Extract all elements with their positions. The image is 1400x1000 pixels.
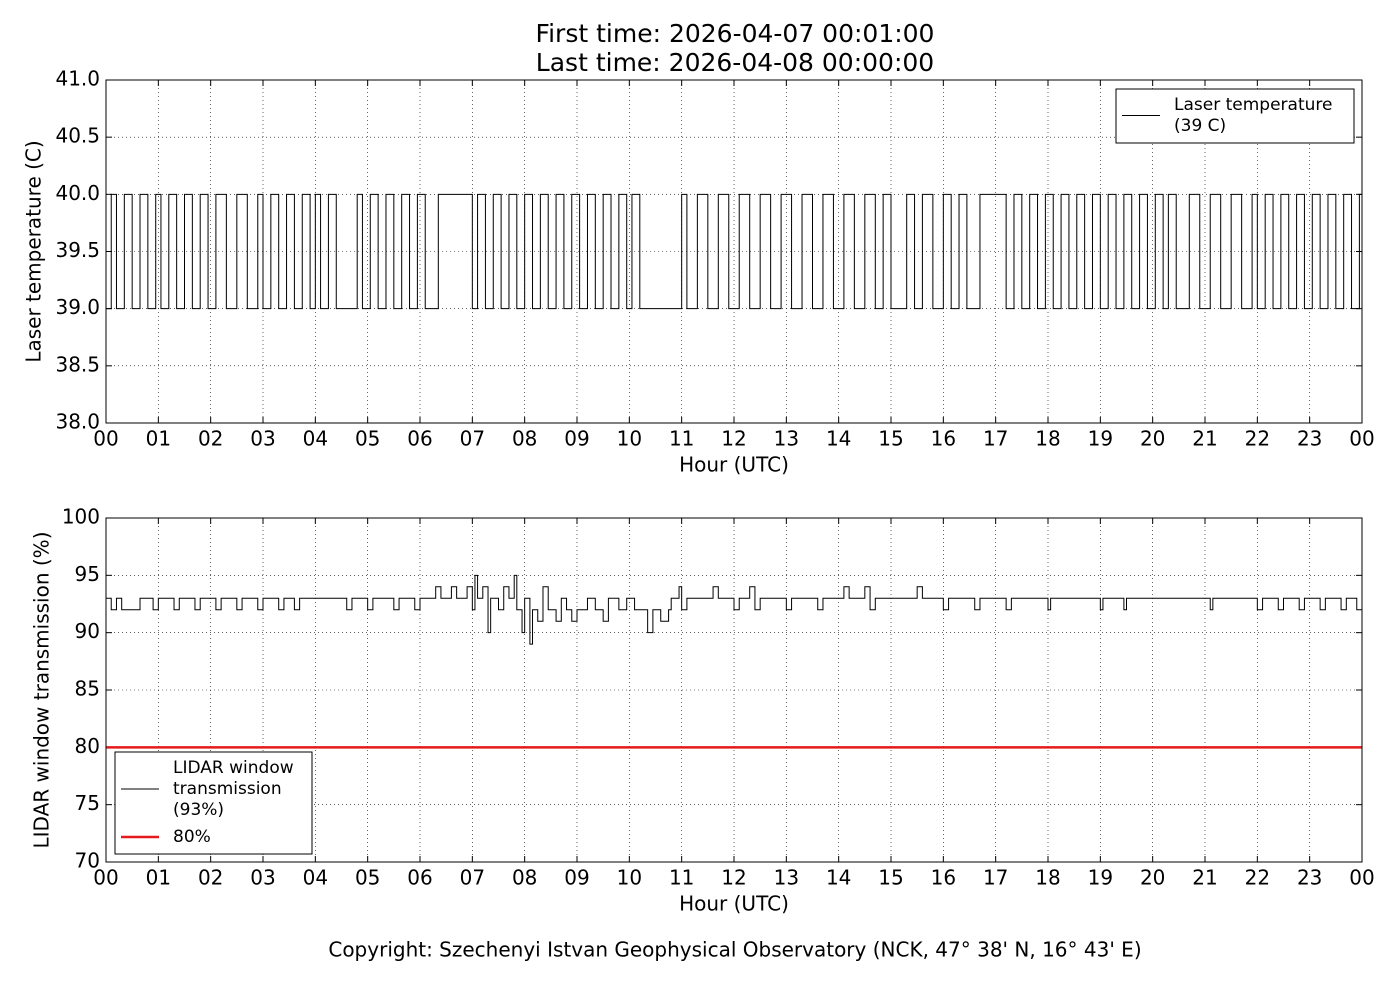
series-line [106,193,1363,310]
x-tick-label: 18 [1035,866,1060,890]
y-tick-label: 100 [62,505,100,529]
plot-frame [105,517,1363,863]
x-tick-label: 00 [1349,866,1374,890]
x-tick-label: 07 [460,427,485,451]
y-tick-label: 40.5 [55,124,100,148]
x-tick-label: 04 [303,427,328,451]
x-tick-label: 06 [407,866,432,890]
x-tick-label: 22 [1245,427,1270,451]
y-tick-label: 70 [75,849,100,873]
x-tick-label: 01 [146,427,171,451]
x-tick-label: 14 [826,427,851,451]
x-tick-label: 10 [617,427,642,451]
x-tick-label: 16 [931,866,956,890]
x-tick-label: 02 [198,427,223,451]
x-tick-label: 08 [512,866,537,890]
x-tick-label: 04 [303,866,328,890]
x-tick-label: 07 [460,866,485,890]
x-tick-label: 17 [983,427,1008,451]
y-tick-label: 39.0 [55,295,100,319]
x-tick-label: 21 [1192,866,1217,890]
x-tick-label: 01 [146,866,171,890]
x-tick-label: 09 [564,866,589,890]
x-tick-label: 18 [1035,427,1060,451]
y-tick-label: 39.5 [55,238,100,262]
x-tick-label: 22 [1245,866,1270,890]
x-tick-label: 14 [826,866,851,890]
x-tick-label: 03 [250,866,275,890]
chart-title: First time: 2026-04-07 00:01:00 [536,19,935,48]
x-axis-label: Hour (UTC) [679,453,789,477]
chart-subtitle: Last time: 2026-04-08 00:00:00 [536,48,934,77]
x-tick-label: 13 [774,866,799,890]
x-tick-label: 11 [669,866,694,890]
x-tick-label: 16 [931,427,956,451]
y-tick-label: 41.0 [55,67,100,91]
x-tick-label: 10 [617,866,642,890]
x-tick-label: 06 [407,427,432,451]
y-tick-label: 40.0 [55,181,100,205]
x-tick-label: 00 [93,866,118,890]
x-tick-label: 08 [512,427,537,451]
y-tick-label: 80 [75,734,100,758]
x-tick-label: 23 [1297,427,1322,451]
x-tick-label: 21 [1192,427,1217,451]
y-tick-label: 85 [75,677,100,701]
x-tick-label: 13 [774,427,799,451]
x-tick-label: 09 [564,427,589,451]
legend-label: 80% [173,827,211,847]
x-tick-label: 23 [1297,866,1322,890]
y-tick-label: 90 [75,619,100,643]
y-tick-label: 95 [75,562,100,586]
x-axis-label: Hour (UTC) [679,892,789,916]
x-tick-label: 19 [1088,427,1113,451]
y-axis-label: Laser temperature (C) [22,140,46,362]
plot-frame [105,79,1363,424]
x-tick-label: 12 [721,427,746,451]
x-tick-label: 02 [198,866,223,890]
y-axis-label: LIDAR window transmission (%) [30,532,54,849]
x-tick-label: 12 [721,866,746,890]
x-tick-label: 15 [878,866,903,890]
x-tick-label: 00 [1349,427,1374,451]
footer: Copyright: Szechenyi Istvan Geophysical … [328,938,1141,962]
y-tick-label: 75 [75,791,100,815]
legend-label: Laser temperature (39 C) [1174,95,1332,136]
x-tick-label: 20 [1140,427,1165,451]
x-tick-label: 05 [355,427,380,451]
y-tick-label: 38.5 [55,352,100,376]
x-tick-label: 19 [1088,866,1113,890]
x-tick-label: 03 [250,427,275,451]
x-tick-label: 17 [983,866,1008,890]
x-tick-label: 11 [669,427,694,451]
x-tick-label: 00 [93,427,118,451]
series-line [106,574,1362,645]
x-tick-label: 15 [878,427,903,451]
y-tick-label: 38.0 [55,410,100,434]
x-tick-label: 20 [1140,866,1165,890]
x-tick-label: 05 [355,866,380,890]
legend-label: LIDAR window transmission (93%) [173,758,294,820]
